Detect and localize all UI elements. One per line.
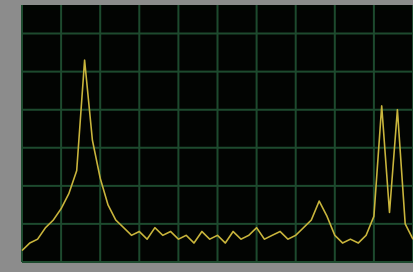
spectrum-display: [0, 0, 413, 272]
page: (() => { const data = JSON.parse(documen…: [0, 0, 413, 272]
